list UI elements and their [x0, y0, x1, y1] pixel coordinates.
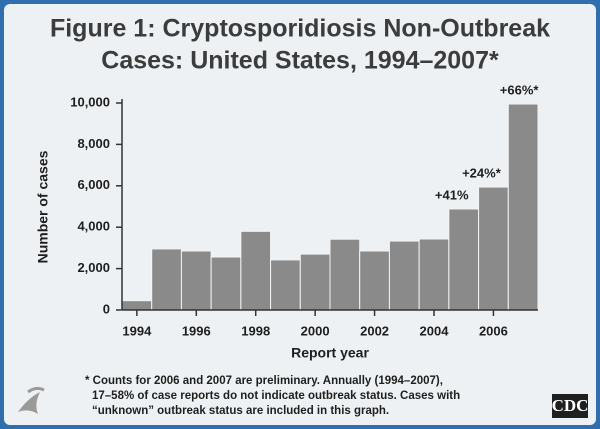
annotation: +41%: [435, 187, 469, 202]
annotation: +66%*: [500, 82, 540, 97]
bar: [240, 230, 272, 311]
bar: [151, 248, 182, 311]
bar: [359, 250, 390, 311]
bar: [121, 300, 153, 311]
y-tick-label: 6,000: [77, 177, 110, 192]
x-tick-label: 2006: [479, 323, 508, 338]
y-tick-label: 2,000: [77, 260, 110, 275]
y-axis-label: Number of cases: [35, 150, 51, 263]
x-tick-label: 1998: [241, 323, 270, 338]
bar: [507, 103, 539, 311]
chart-title: Figure 1: Cryptosporidiosis Non-Outbreak: [50, 15, 550, 43]
footnote: “unknown” outbreak status are included i…: [92, 405, 389, 417]
bar: [329, 238, 361, 311]
cdc-logo-text: CDC: [552, 396, 589, 415]
chart-title: Cases: United States, 1994–2007*: [101, 47, 499, 75]
bar: [478, 186, 509, 311]
y-tick-label: 0: [103, 301, 110, 316]
x-tick-label: 2000: [301, 323, 330, 338]
y-tick-label: 8,000: [77, 136, 110, 151]
x-tick-label: 1996: [182, 323, 211, 338]
bar: [448, 208, 480, 311]
footnote: * Counts for 2006 and 2007 are prelimina…: [85, 375, 443, 387]
bar: [418, 238, 450, 311]
bar: [180, 250, 212, 311]
footnote: 17–58% of case reports do not indicate o…: [92, 390, 460, 402]
hhs-logo: [18, 386, 45, 414]
panel: [4, 4, 596, 425]
annotation: +24%*: [462, 165, 502, 180]
bar: [299, 253, 331, 311]
x-axis-label: Report year: [291, 345, 369, 361]
y-tick-label: 4,000: [77, 219, 110, 234]
bar: [270, 259, 301, 311]
x-tick-label: 2002: [360, 323, 389, 338]
cdc-logo: [552, 394, 588, 418]
bar: [210, 256, 242, 311]
y-tick-label: 10,000: [70, 94, 110, 109]
bar: [388, 240, 420, 311]
x-tick-label: 2004: [420, 323, 450, 338]
x-tick-label: 1994: [122, 323, 152, 338]
